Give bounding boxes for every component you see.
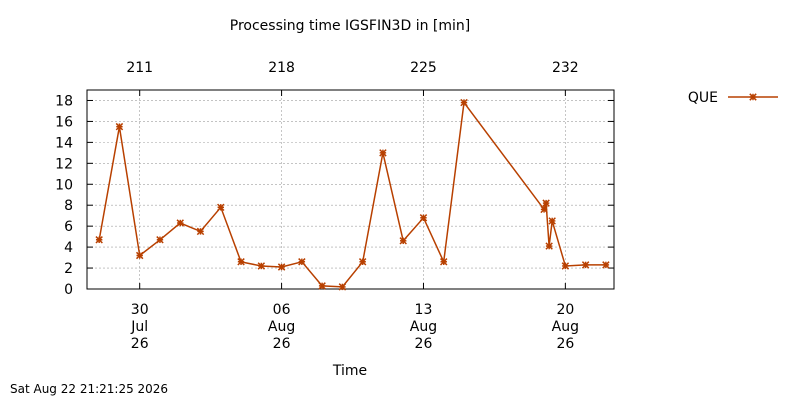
x-tick-label: 20 (556, 302, 574, 318)
data-point (176, 219, 184, 227)
x-tick-label: 06 (273, 302, 291, 318)
data-point (561, 262, 570, 270)
series-que (95, 98, 610, 291)
data-point (318, 282, 326, 290)
data-point (602, 261, 610, 269)
data-point (237, 258, 245, 266)
data-point (257, 262, 266, 270)
data-point (196, 227, 205, 236)
x-top-tick-label: 218 (268, 60, 295, 76)
grid (87, 90, 614, 289)
legend: QUE (688, 90, 778, 106)
y-tick-label: 4 (64, 240, 73, 256)
y-tick-label: 10 (55, 177, 73, 193)
x-top-tick-label: 232 (552, 60, 579, 76)
x-tick-label: 26 (131, 336, 149, 352)
legend-marker-que (749, 93, 757, 101)
x-top-tick-label: 225 (410, 60, 437, 76)
y-tick-label: 16 (55, 114, 73, 130)
x-tick-label: 26 (273, 336, 291, 352)
x-top-tick-label: 211 (126, 60, 153, 76)
generated-timestamp: Sat Aug 22 21:21:25 2026 (10, 382, 169, 396)
data-point (338, 283, 347, 291)
data-point (358, 258, 367, 266)
data-point (277, 263, 286, 271)
data-point (217, 203, 225, 212)
series-line-que (98, 100, 606, 288)
y-tick-label: 6 (64, 219, 73, 235)
data-point (298, 258, 306, 266)
x-tick-label: 13 (415, 302, 433, 318)
x-tick-label: Jul (130, 319, 148, 335)
data-point (95, 236, 103, 244)
plot-frame (86, 89, 615, 290)
x-tick-label: Aug (552, 319, 579, 335)
data-point (419, 214, 428, 222)
data-point (440, 258, 448, 266)
data-point (460, 98, 468, 107)
data-point (399, 237, 407, 245)
x-tick-label: Aug (410, 319, 437, 335)
data-point (379, 149, 387, 157)
data-point (545, 242, 553, 250)
data-point (115, 122, 124, 131)
legend-label-que: QUE (688, 90, 718, 106)
y-tick-label: 2 (64, 261, 73, 277)
chart-title: Processing time IGSFIN3D in [min] (230, 18, 470, 34)
y-tick-label: 8 (64, 198, 73, 214)
x-tick-label: 26 (415, 336, 433, 352)
data-point (156, 236, 164, 244)
y-tick-label: 14 (55, 135, 73, 151)
x-axis-label: Time (332, 363, 367, 379)
data-point (581, 261, 590, 269)
data-point (135, 251, 144, 260)
axes: 02468101214161830Jul2621106Aug2621813Aug… (55, 60, 614, 352)
x-tick-label: 30 (131, 302, 149, 318)
data-point (540, 205, 548, 214)
x-tick-label: Aug (268, 319, 295, 335)
y-tick-label: 12 (55, 156, 73, 172)
y-tick-label: 18 (55, 93, 73, 109)
x-tick-label: 26 (556, 336, 574, 352)
data-point (548, 217, 556, 225)
data-point (542, 199, 550, 207)
y-tick-label: 0 (64, 282, 73, 298)
